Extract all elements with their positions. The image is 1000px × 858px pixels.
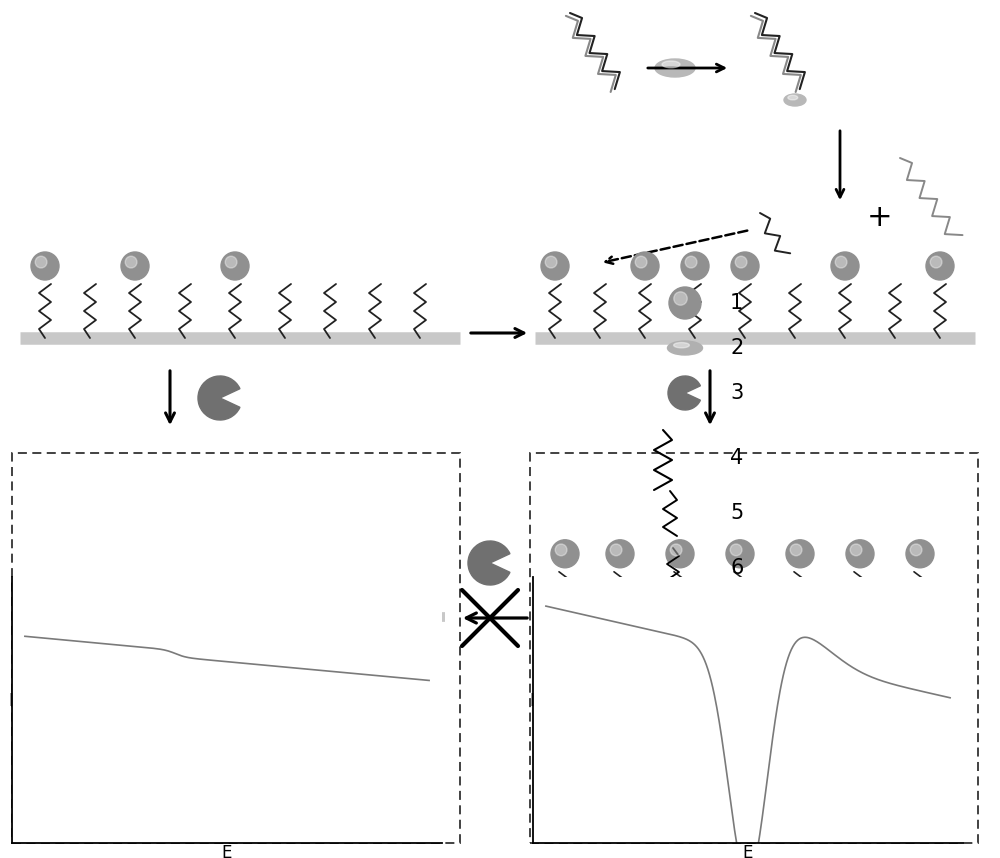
Wedge shape [468, 541, 510, 585]
Circle shape [910, 544, 922, 556]
Text: 2: 2 [730, 338, 743, 358]
Circle shape [541, 252, 569, 280]
Ellipse shape [784, 94, 806, 106]
Ellipse shape [674, 342, 689, 347]
Circle shape [125, 257, 137, 268]
Circle shape [555, 544, 567, 556]
Circle shape [846, 540, 874, 568]
Circle shape [225, 257, 237, 268]
Circle shape [631, 252, 659, 280]
Circle shape [666, 540, 694, 568]
X-axis label: E: E [743, 844, 753, 858]
X-axis label: E: E [222, 844, 232, 858]
Text: 4: 4 [730, 448, 743, 468]
Circle shape [831, 252, 859, 280]
Text: 5: 5 [730, 503, 743, 523]
Ellipse shape [668, 341, 702, 355]
Circle shape [681, 252, 709, 280]
Circle shape [730, 544, 742, 556]
Circle shape [726, 540, 754, 568]
Circle shape [850, 544, 862, 556]
Circle shape [35, 257, 47, 268]
Circle shape [790, 544, 802, 556]
Y-axis label: I: I [8, 692, 13, 710]
Circle shape [610, 544, 622, 556]
Circle shape [735, 257, 747, 268]
Ellipse shape [662, 61, 680, 68]
Y-axis label: I: I [529, 692, 534, 710]
Text: 7: 7 [730, 598, 743, 618]
Circle shape [685, 257, 697, 268]
Circle shape [930, 257, 942, 268]
Circle shape [669, 287, 701, 319]
Circle shape [121, 252, 149, 280]
Circle shape [670, 544, 682, 556]
Text: 3: 3 [730, 383, 743, 403]
Circle shape [635, 257, 647, 268]
Ellipse shape [655, 59, 695, 77]
Bar [12, 453, 460, 843]
Circle shape [731, 252, 759, 280]
Text: +: + [867, 203, 893, 233]
Circle shape [926, 252, 954, 280]
Circle shape [31, 252, 59, 280]
Wedge shape [198, 376, 240, 420]
Circle shape [606, 540, 634, 568]
Circle shape [221, 252, 249, 280]
Circle shape [786, 540, 814, 568]
Text: 1: 1 [730, 293, 743, 313]
Bar [530, 453, 978, 843]
Circle shape [551, 540, 579, 568]
Circle shape [674, 292, 687, 305]
Text: 6: 6 [730, 558, 743, 578]
Circle shape [835, 257, 847, 268]
Circle shape [545, 257, 557, 268]
Wedge shape [668, 376, 700, 410]
Circle shape [906, 540, 934, 568]
Ellipse shape [788, 95, 798, 100]
